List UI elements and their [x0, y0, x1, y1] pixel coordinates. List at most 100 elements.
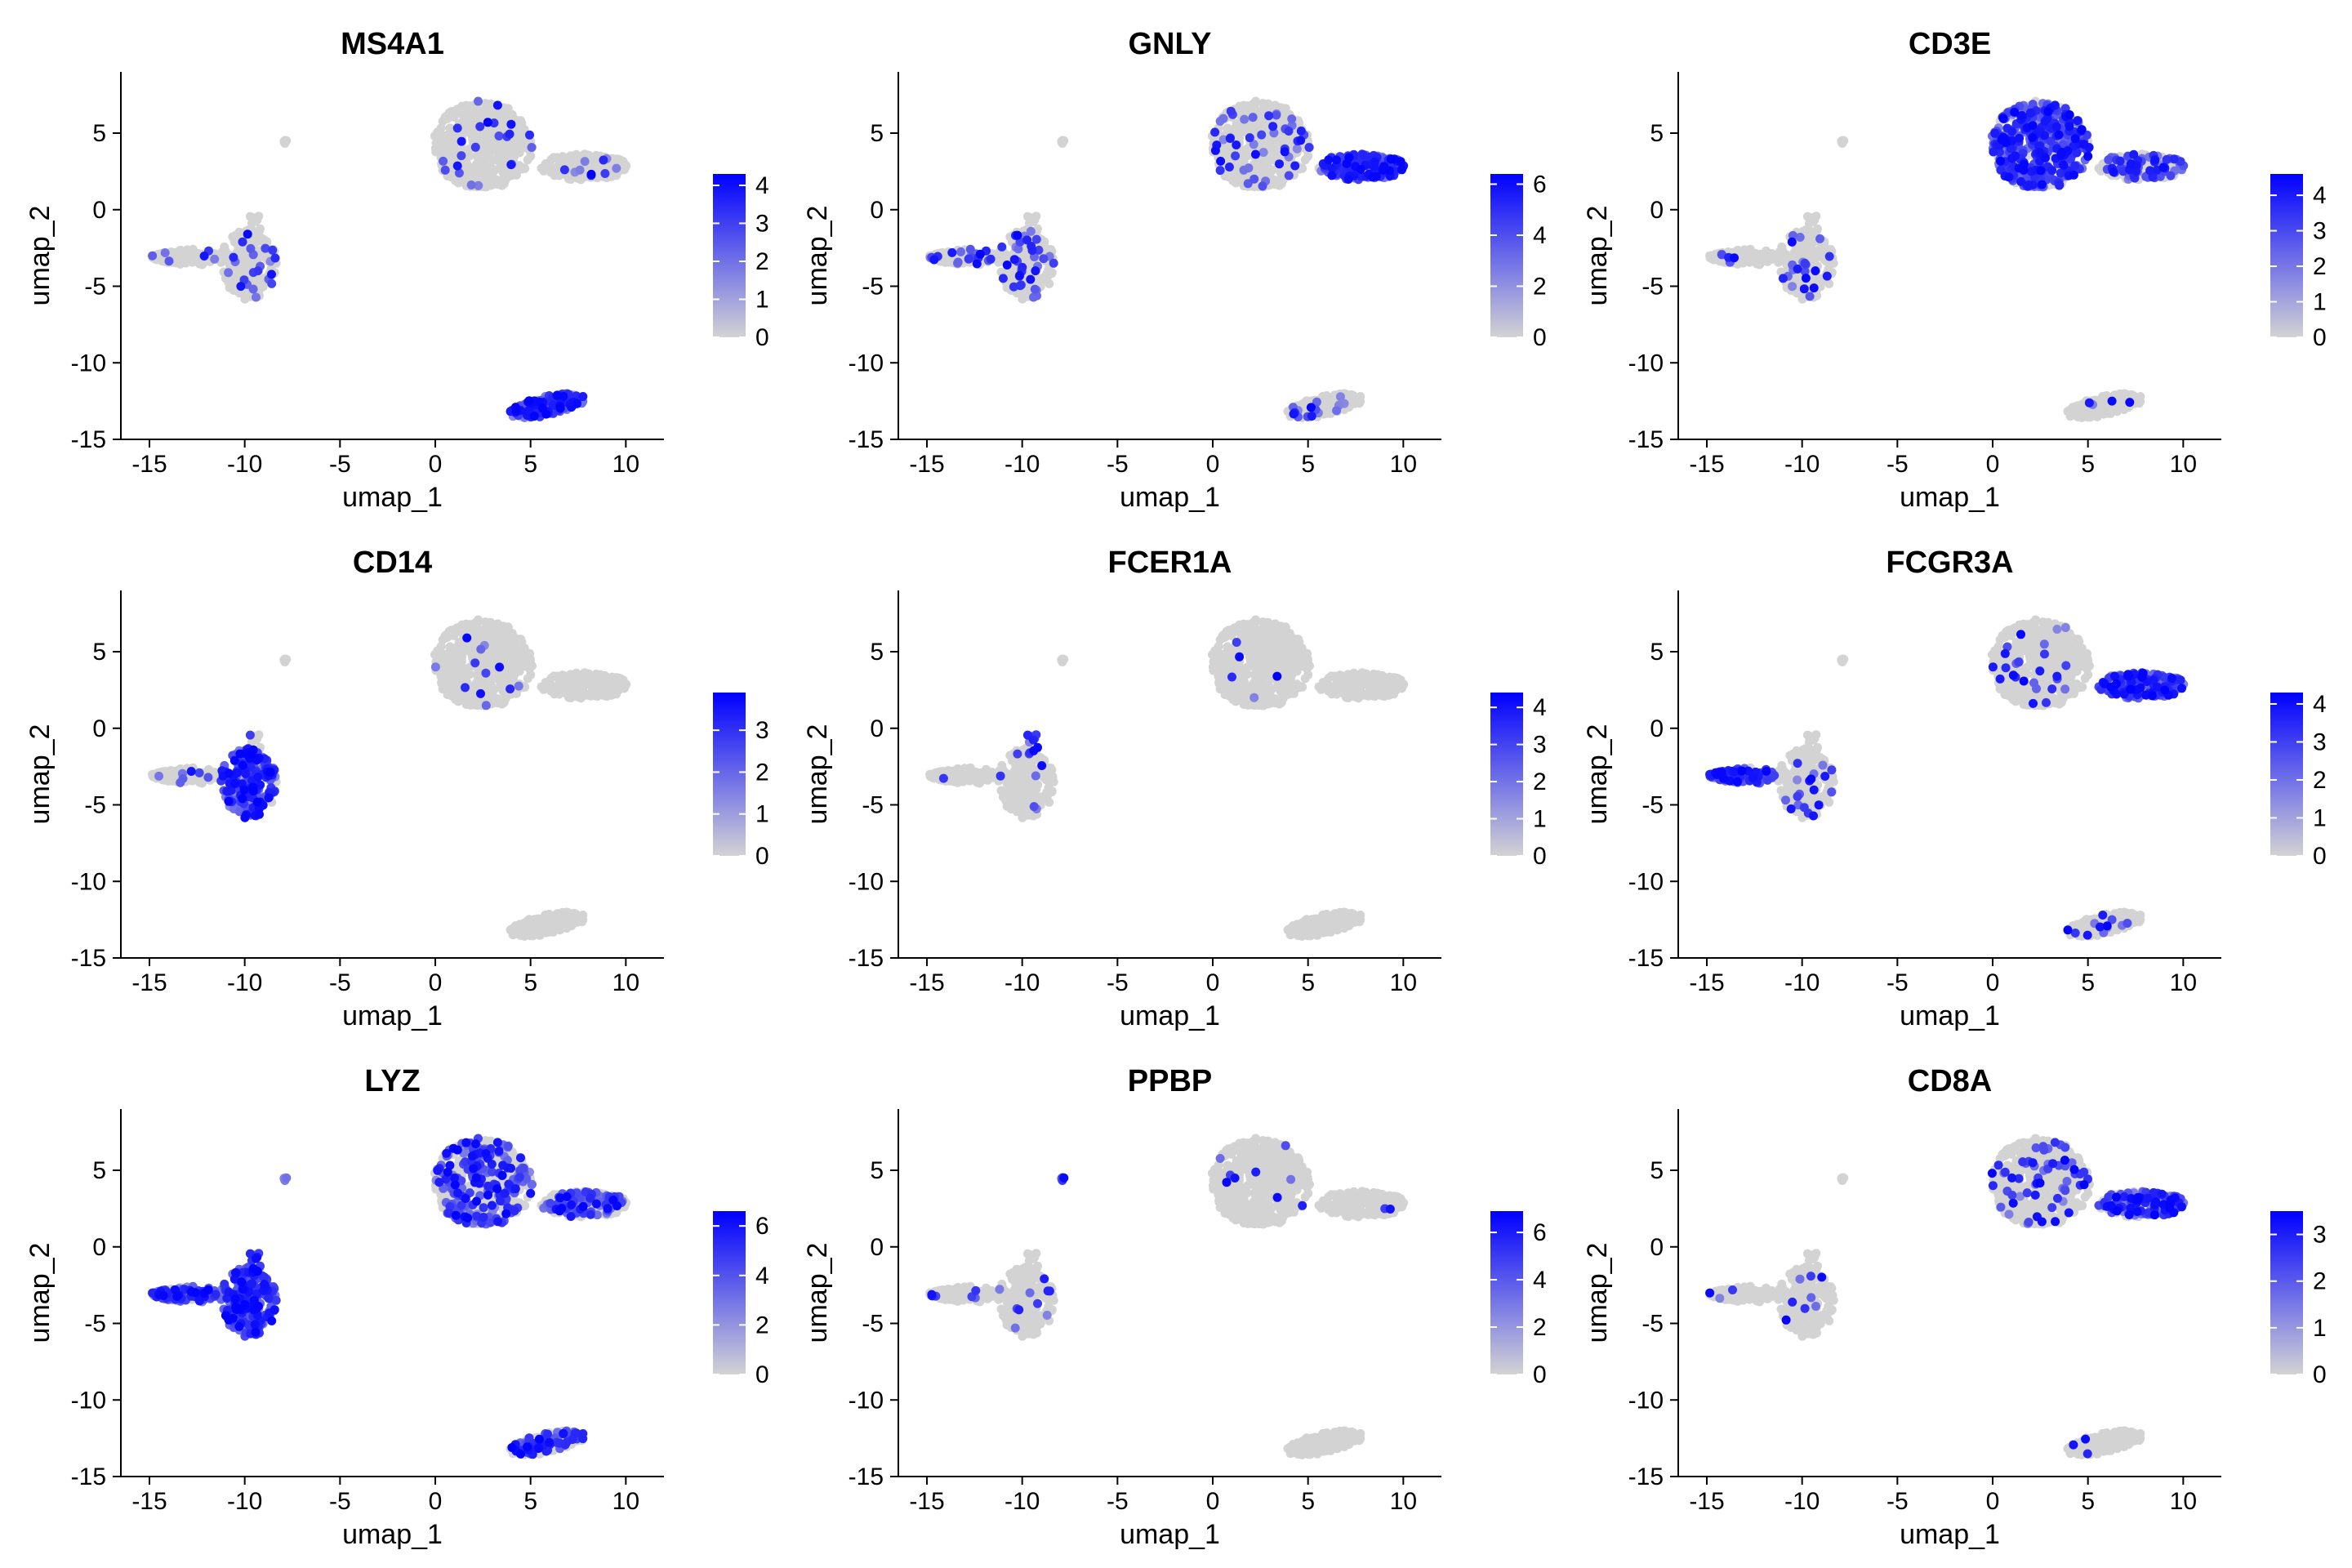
cell-point [2040, 131, 2049, 140]
cell-point [1018, 294, 1027, 304]
y-tick-label: 0 [92, 197, 106, 224]
cell-point [2150, 155, 2160, 165]
cell-point [1275, 159, 1284, 169]
cell-point [1245, 133, 1254, 143]
cell-point [594, 690, 604, 700]
cell-point [439, 156, 448, 166]
cell-point [1296, 136, 1306, 145]
cell-point [480, 617, 490, 627]
cell-point [506, 645, 515, 654]
cell-point [2024, 180, 2034, 189]
cell-point [1998, 114, 2008, 123]
scatter-points [148, 615, 631, 941]
cell-point [528, 661, 537, 670]
cell-point [599, 670, 609, 680]
feature-panel: MS4A1-15 -10 -5 0 5 1050-5-10-15umap_1umap_20… [24, 27, 769, 513]
cell-point [506, 119, 516, 129]
cell-point [249, 213, 258, 223]
cell-point [452, 626, 462, 636]
cell-point [457, 151, 466, 161]
cell-point [1304, 143, 1314, 152]
cell-point [448, 147, 457, 157]
cell-point [2019, 165, 2029, 175]
cell-point [1327, 171, 1337, 180]
cell-point [440, 672, 450, 682]
panel-title: GNLY [1128, 27, 1211, 61]
cell-point [1358, 150, 1368, 159]
cell-point [253, 266, 263, 276]
cell-point [164, 256, 174, 266]
cell-point [1307, 412, 1316, 421]
feature-panel: CD14-15 -10 -5 0 5 1050-5-10-15umap_1umap_201… [24, 546, 769, 1031]
cell-point [2158, 163, 2168, 172]
cell-point [555, 403, 565, 413]
cell-point [2051, 122, 2061, 131]
cell-point [2126, 159, 2136, 169]
cell-point [1225, 134, 1235, 143]
cell-point [1218, 114, 1228, 123]
y-tick-label: -10 [1628, 350, 1664, 376]
cell-point [523, 155, 532, 165]
cell-point [600, 169, 610, 178]
cell-point [1009, 282, 1018, 292]
cell-point [578, 392, 588, 401]
cell-point [502, 662, 512, 672]
cell-point [492, 100, 502, 110]
y-tick-label: -10 [849, 350, 884, 376]
x-tick-label: -10 [227, 451, 262, 478]
cell-point [2125, 398, 2135, 408]
cell-point [599, 155, 608, 165]
cell-point [1344, 153, 1354, 163]
cell-point [1335, 392, 1345, 402]
cell-point [452, 108, 462, 118]
cell-point [506, 160, 516, 170]
cell-point [1793, 264, 1802, 274]
cell-point [1258, 148, 1268, 157]
cell-point [561, 674, 570, 684]
cell-point [457, 136, 466, 146]
x-tick-label: 5 [1301, 451, 1315, 478]
cell-point [218, 250, 228, 260]
cell-point [1799, 284, 1809, 294]
cell-point [436, 123, 446, 133]
cell-point [2028, 121, 2038, 131]
cell-point [2065, 110, 2074, 119]
cell-point [1396, 157, 1405, 167]
cell-point [466, 700, 475, 710]
cell-point [517, 164, 527, 174]
cell-point [514, 144, 524, 154]
feature-panel: GNLY-15 -10 -5 0 5 1050-5-10-15umap_1umap_202… [802, 27, 1547, 513]
cell-point [1257, 130, 1267, 140]
cell-point [2007, 154, 2016, 163]
feature-panel: CD3E-15 -10 -5 0 5 1050-5-10-15umap_1umap_201… [1582, 27, 2327, 513]
cell-point [154, 771, 164, 781]
cell-point [1284, 171, 1294, 180]
cell-point [1015, 270, 1024, 280]
cell-point [608, 690, 617, 699]
cell-point [463, 622, 472, 631]
cell-point [1762, 256, 1772, 266]
y-tick-label: 0 [1650, 197, 1664, 224]
cell-point [436, 642, 446, 652]
scatter-points [925, 96, 1409, 422]
cell-point [243, 229, 252, 239]
cell-point [267, 278, 277, 288]
x-tick-label: 0 [429, 451, 443, 478]
cell-point [2007, 127, 2017, 136]
cell-point [502, 144, 512, 154]
cell-point [591, 162, 601, 172]
cell-point [476, 644, 486, 654]
cell-point [2083, 151, 2093, 161]
cell-point [430, 662, 440, 672]
cell-point [1371, 172, 1381, 181]
cell-point [267, 270, 276, 279]
cell-point [1775, 250, 1785, 260]
cell-point [224, 268, 234, 278]
colorbar-label: 2 [755, 248, 769, 275]
cell-point [2010, 107, 2020, 117]
cell-point [1809, 283, 1819, 293]
cell-point [473, 671, 483, 681]
cell-point [508, 930, 518, 940]
cell-point [1264, 111, 1274, 121]
cell-point [1216, 156, 1226, 166]
